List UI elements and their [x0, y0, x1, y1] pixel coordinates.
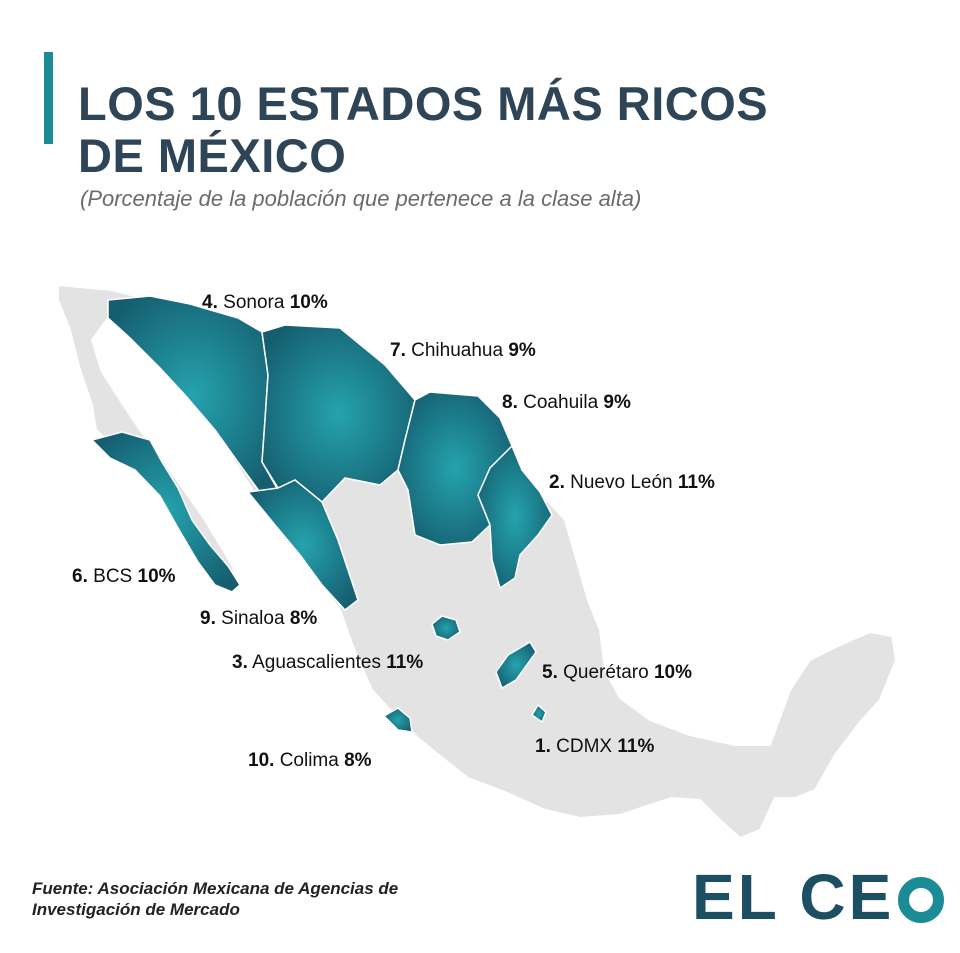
subtitle: (Porcentaje de la población que pertenec… — [80, 186, 642, 211]
nuevo-leon-state — [477, 444, 553, 590]
logo-o-ring — [898, 877, 945, 923]
label-sonora: 4. Sonora 10% — [202, 292, 328, 313]
title-line-2: DE MÉXICO — [78, 129, 347, 182]
title-line-1: LOS 10 ESTADOS MÁS RICOS — [78, 77, 769, 130]
label-cdmx: 1. CDMX 11% — [535, 736, 655, 757]
label-nuevo-leon: 2. Nuevo León 11% — [549, 472, 715, 493]
logo-text: EL CE — [692, 861, 895, 933]
label-colima: 10. Colima 8% — [248, 750, 372, 771]
el-ceo-logo: EL CE — [692, 861, 945, 933]
label-queretaro: 5. Querétaro 10% — [542, 662, 692, 683]
label-bcs: 6. BCS 10% — [72, 566, 176, 587]
title-accent-bar — [44, 52, 53, 144]
page-title: LOS 10 ESTADOS MÁS RICOS DE MÉXICO — [78, 78, 838, 182]
label-chihuahua: 7. Chihuahua 9% — [390, 340, 536, 361]
cdmx-state — [530, 703, 547, 724]
sinaloa-state — [246, 479, 359, 612]
label-aguascalientes: 3. Aguascalientes 11% — [232, 652, 424, 673]
label-coahuila: 8. Coahuila 9% — [502, 392, 631, 413]
label-sinaloa: 9. Sinaloa 8% — [200, 608, 318, 629]
chihuahua-state — [261, 324, 416, 504]
source-note: Fuente: Asociación Mexicana de Agencias … — [32, 878, 398, 920]
bcs-state — [90, 431, 241, 593]
source-line-1: Fuente: Asociación Mexicana de Agencias … — [32, 879, 399, 898]
aguascalientes-state — [431, 615, 461, 641]
colima-state — [382, 707, 413, 733]
source-line-2: Investigación de Mercado — [32, 900, 240, 919]
queretaro-state — [495, 640, 537, 690]
